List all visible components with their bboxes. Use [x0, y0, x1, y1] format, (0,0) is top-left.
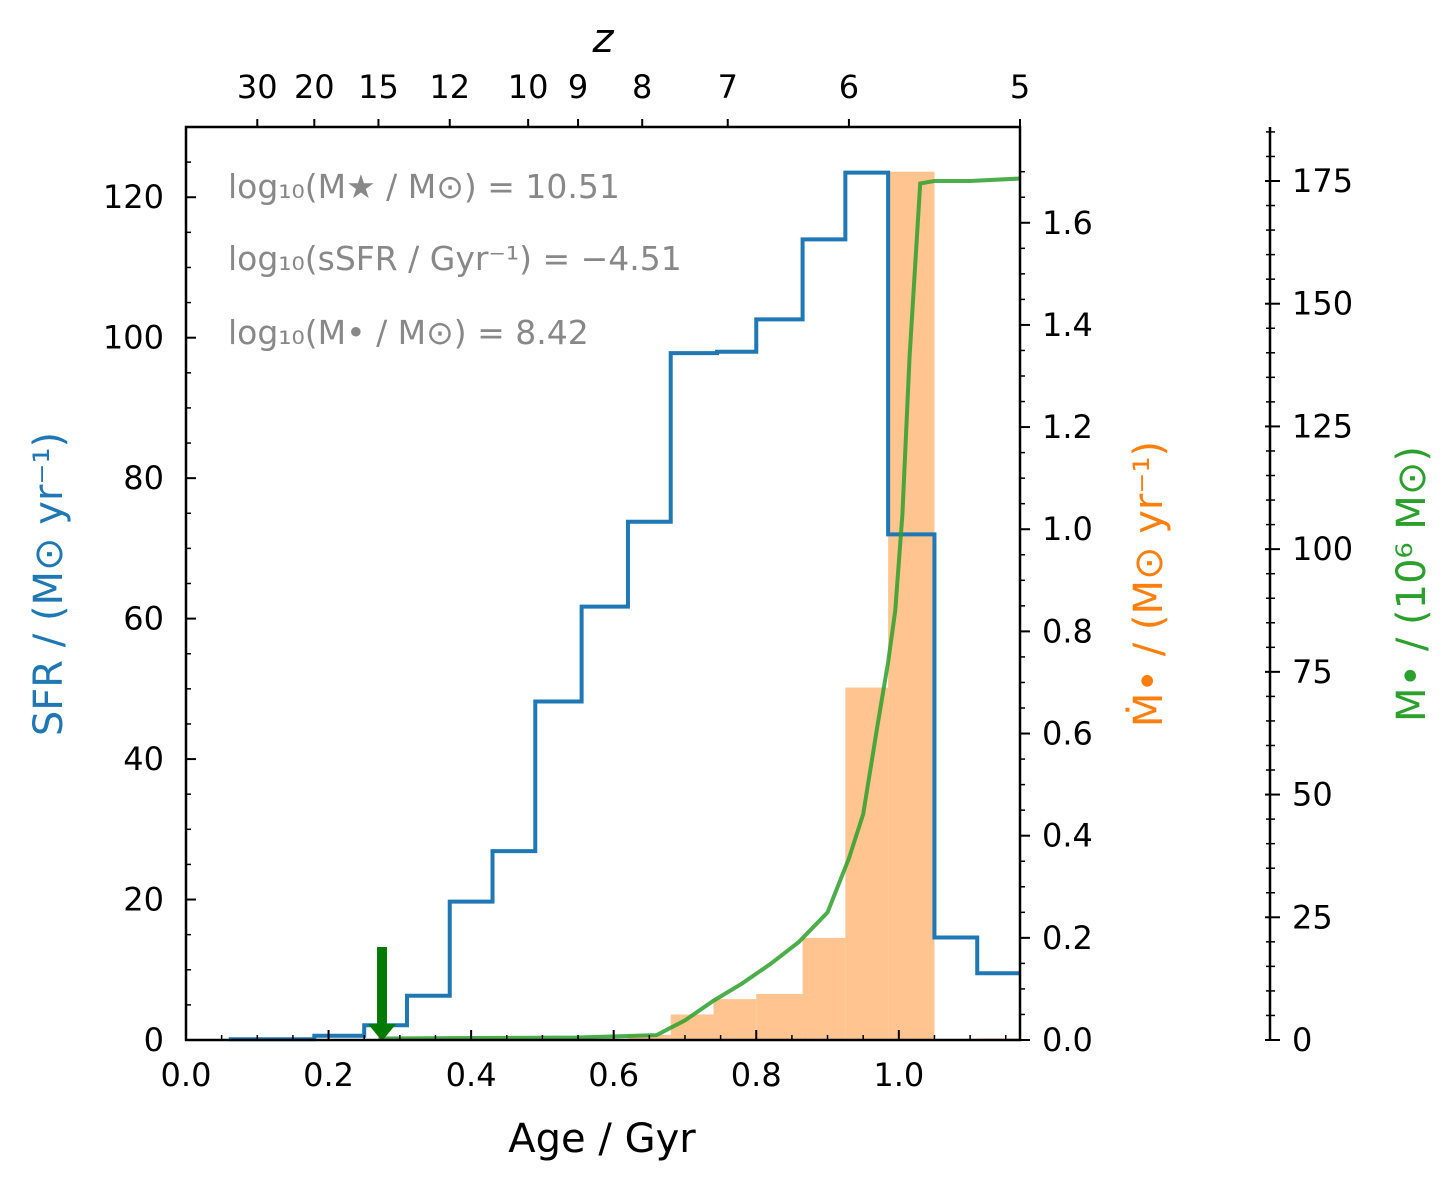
bh-mass-point-10 — [848, 858, 849, 859]
right1-tick-label-1: 0.2 — [1042, 919, 1093, 957]
z-tick-label-0: 30 — [237, 68, 278, 106]
left-tick-label-3: 60 — [123, 600, 164, 638]
bh-mass-point-15 — [902, 514, 903, 515]
bh-mass-point-17 — [920, 183, 921, 184]
right2-tick-label-6: 150 — [1292, 285, 1353, 323]
right2-tick-label-4: 100 — [1292, 530, 1353, 568]
bh-mass-line — [378, 176, 1021, 1041]
x-tick-label-2: 0.4 — [446, 1056, 497, 1094]
seed-arrow-marker — [368, 947, 397, 1041]
right2-tick-label-2: 50 — [1292, 776, 1333, 814]
bh-mass-point-7 — [770, 963, 771, 964]
right1-tick-label-5: 1.0 — [1042, 510, 1093, 548]
z-tick-label-4: 10 — [508, 68, 549, 106]
bh-mass-point-11 — [863, 814, 864, 815]
seed-arrow-shaft — [377, 947, 388, 1027]
right2-tick-label-1: 25 — [1292, 898, 1333, 936]
x-axis-label: Age / Gyr — [508, 1116, 696, 1162]
accretion-bar-5 — [845, 687, 889, 1040]
left-tick-label-6: 120 — [103, 178, 164, 216]
x-tick-label-0: 0.0 — [161, 1056, 212, 1094]
bh-mass-polyline — [378, 176, 1021, 1041]
right1-tick-label-2: 0.4 — [1042, 817, 1093, 855]
bh-mass-point-5 — [713, 1000, 714, 1001]
left-tick-label-2: 40 — [123, 740, 164, 778]
bh-mass-point-4 — [684, 1020, 685, 1021]
z-tick-label-8: 6 — [839, 68, 859, 106]
x-tick-label-3: 0.6 — [588, 1056, 639, 1094]
annotation-stellar-mass: log₁₀(M★ / M⊙) = 10.51 — [228, 167, 620, 206]
seed-arrow-head — [368, 1024, 397, 1041]
right1-tick-label-6: 1.2 — [1042, 408, 1093, 446]
bh-mass-point-13 — [888, 662, 889, 663]
tick-labels: 0.0 0.2 0.4 0.6 0.8 1.030 20 15 12 10 9 8 7 6 50204060… — [103, 68, 1353, 1094]
right2-tick-label-3: 75 — [1292, 653, 1333, 691]
z-tick-label-1: 20 — [294, 68, 335, 106]
right2-tick-label-0: 0 — [1292, 1021, 1312, 1059]
x-tick-label-5: 1.0 — [873, 1056, 924, 1094]
bh-mass-point-3 — [656, 1035, 657, 1036]
z-tick-label-2: 15 — [358, 68, 399, 106]
left-axis-label: SFR / (M⊙ yr⁻¹) — [26, 432, 72, 736]
sfr-step-line — [228, 170, 1020, 1042]
right1-tick-label-3: 0.6 — [1042, 715, 1093, 753]
right1-tick-label-4: 0.8 — [1042, 612, 1093, 650]
bh-mass-point-8 — [799, 941, 800, 942]
top-axis-label: z — [592, 16, 615, 62]
bh-mass-point-12 — [877, 725, 878, 726]
accretion-bar-2 — [713, 999, 757, 1040]
annotation-bh-mass: log₁₀(M• / M⊙) = 8.42 — [228, 313, 589, 352]
right1-tick-label-8: 1.6 — [1042, 204, 1093, 242]
bh-mass-point-9 — [827, 912, 828, 913]
right1-tick-label-0: 0.0 — [1042, 1021, 1093, 1059]
bh-mass-point-16 — [909, 357, 910, 358]
z-tick-label-9: 5 — [1010, 68, 1030, 106]
bh-mass-point-14 — [895, 610, 896, 611]
x-tick-label-4: 0.8 — [731, 1056, 782, 1094]
bh-mass-point-18 — [934, 180, 935, 181]
z-tick-label-6: 8 — [632, 68, 652, 106]
sfr-step-path — [228, 170, 1020, 1042]
right2-tick-label-7: 175 — [1292, 162, 1353, 200]
z-tick-label-7: 7 — [718, 68, 738, 106]
right1-tick-label-7: 1.4 — [1042, 306, 1093, 344]
right-axis-2-label: M• / (10⁶ M⊙) — [1389, 446, 1435, 722]
axis-ticks — [185, 119, 1280, 1041]
z-tick-label-5: 9 — [568, 68, 588, 106]
bh-mass-point-19 — [970, 180, 971, 181]
left-tick-label-0: 0 — [144, 1021, 164, 1059]
annotation-ssfr: log₁₀(sSFR / Gyr⁻¹) = −4.51 — [228, 239, 682, 278]
left-tick-label-4: 80 — [123, 459, 164, 497]
accretion-bar-4 — [802, 937, 846, 1040]
bh-mass-point-6 — [742, 983, 743, 984]
accretion-bar-3 — [756, 994, 803, 1040]
accretion-bars — [627, 171, 1020, 1040]
x-tick-label-1: 0.2 — [303, 1056, 354, 1094]
z-tick-label-3: 12 — [429, 68, 470, 106]
left-tick-label-1: 20 — [123, 881, 164, 919]
right-axis-1-label: Ṁ• / (M⊙ yr⁻¹) — [1124, 441, 1172, 727]
accretion-bar-1 — [670, 1014, 714, 1040]
left-tick-label-5: 100 — [103, 319, 164, 357]
right2-tick-label-5: 125 — [1292, 407, 1353, 445]
